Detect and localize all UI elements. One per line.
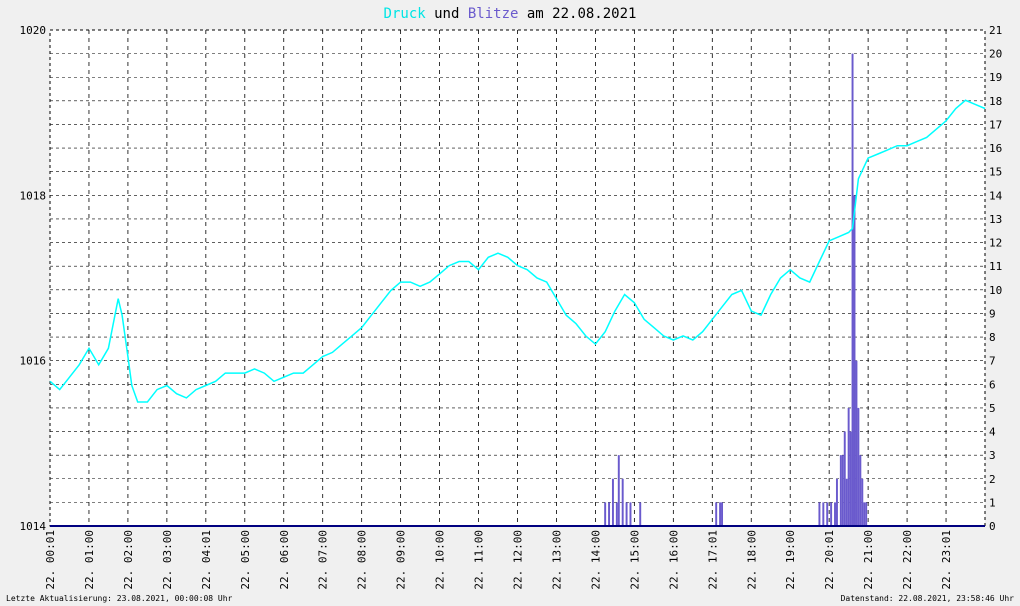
lightning-bar <box>719 502 722 526</box>
lightning-bar <box>826 502 829 526</box>
lightning-bar <box>851 53 854 526</box>
footer-last-update: Letzte Aktualisierung: 23.08.2021, 00:00… <box>6 594 233 603</box>
x-tick-label: 22. 16:00 <box>667 530 680 590</box>
x-tick-label: 22. 14:00 <box>589 530 602 590</box>
lightning-bar <box>608 502 611 526</box>
y-right-tick-label: 4 <box>989 426 996 439</box>
y-right-tick-label: 19 <box>989 71 1002 84</box>
footer-data-status: Datenstand: 22.08.2021, 23:58:46 Uhr <box>841 594 1015 603</box>
y-left-tick-label: 1016 <box>20 355 47 368</box>
x-tick-label: 22. 21:00 <box>862 530 875 590</box>
x-tick-label: 22. 05:00 <box>239 530 252 590</box>
series-line-druck <box>49 99 986 403</box>
x-tick-label: 22. 18:00 <box>745 530 758 590</box>
lightning-bar <box>715 502 718 526</box>
title-blitze: Blitze <box>468 6 519 22</box>
y-left-tick-label: 1018 <box>20 189 47 202</box>
lightning-bar <box>639 502 642 526</box>
lightning-bar <box>857 407 860 526</box>
y-right-tick-label: 7 <box>989 355 996 368</box>
y-right-tick-label: 6 <box>989 378 996 391</box>
lightning-bar <box>625 502 628 526</box>
x-tick-label: 22. 19:00 <box>784 530 797 590</box>
y-right-tick-label: 20 <box>989 48 1002 61</box>
y-right-tick-label: 18 <box>989 95 1002 108</box>
lightning-bar <box>621 478 624 526</box>
lightning-bar <box>865 502 868 526</box>
lightning-bar <box>835 478 838 526</box>
y-right-tick-label: 14 <box>989 189 1003 202</box>
lightning-bar <box>615 502 618 526</box>
x-tick-label: 22. 10:00 <box>434 530 447 590</box>
y-right-tick-label: 1 <box>989 496 996 509</box>
y-right-tick-label: 3 <box>989 449 996 462</box>
lightning-bar <box>843 431 846 526</box>
x-tick-label: 22. 22:00 <box>901 530 914 590</box>
x-tick-label: 22. 04:01 <box>200 530 213 590</box>
x-tick-label: 22. 03:00 <box>161 530 174 590</box>
y-left-tick-labels: 1014 1016 1018 1020 <box>20 24 47 533</box>
lightning-bar <box>855 360 858 526</box>
x-tick-label: 22. 00:01 <box>44 530 57 590</box>
title-und: und <box>426 6 468 22</box>
y-right-tick-label: 10 <box>989 284 1002 297</box>
grid <box>49 29 986 527</box>
y-right-tick-label: 11 <box>989 260 1002 273</box>
lightning-bar <box>830 502 833 526</box>
y-right-tick-label: 21 <box>989 24 1002 37</box>
lightning-bar <box>604 502 607 526</box>
lightning-bar <box>845 478 848 526</box>
lightning-bar <box>839 455 842 526</box>
lightning-bar <box>822 502 825 526</box>
y-right-tick-label: 2 <box>989 473 996 486</box>
lightning-bar <box>853 195 856 527</box>
lightning-bar <box>617 455 620 526</box>
y-left-tick-label: 1020 <box>20 24 47 37</box>
x-tick-label: 22. 07:00 <box>317 530 330 590</box>
title-druck: Druck <box>384 6 427 22</box>
y-right-tick-label: 16 <box>989 142 1002 155</box>
y-right-tick-label: 0 <box>989 520 996 533</box>
x-tick-label: 22. 08:00 <box>356 530 369 590</box>
x-tick-label: 22. 09:00 <box>395 530 408 590</box>
y-right-tick-label: 9 <box>989 307 996 320</box>
lightning-bars <box>604 53 868 527</box>
x-tick-label: 22. 11:00 <box>473 530 486 590</box>
lightning-bar <box>859 455 862 526</box>
x-tick-label: 22. 01:00 <box>83 530 96 590</box>
x-tick-label: 22. 15:00 <box>628 530 641 590</box>
x-tick-label: 22. 13:00 <box>550 530 563 590</box>
x-tick-label: 22. 12:00 <box>512 530 525 590</box>
lightning-bar <box>721 502 724 526</box>
y-right-tick-label: 17 <box>989 118 1002 131</box>
chart-title: Druck und Blitze am 22.08.2021 <box>384 6 637 22</box>
lightning-bar <box>629 502 632 526</box>
x-tick-label: 22. 02:00 <box>122 530 135 590</box>
lightning-bar <box>611 478 614 526</box>
x-tick-label: 22. 06:00 <box>278 530 291 590</box>
lightning-bar <box>834 502 836 526</box>
x-tick-label: 22. 23:01 <box>940 530 953 590</box>
x-tick-label: 22. 20:01 <box>823 530 836 590</box>
lightning-bar <box>849 431 852 526</box>
y-right-tick-label: 8 <box>989 331 996 344</box>
lightning-bar <box>847 407 850 526</box>
y-right-tick-label: 15 <box>989 166 1002 179</box>
lightning-bar <box>863 502 866 526</box>
y-right-tick-label: 13 <box>989 213 1002 226</box>
title-date: am 22.08.2021 <box>518 6 636 22</box>
y-right-tick-label: 12 <box>989 237 1002 250</box>
lightning-bar <box>861 478 864 526</box>
lightning-bar <box>818 502 821 526</box>
x-tick-label: 22. 17:01 <box>706 530 719 590</box>
y-right-tick-label: 5 <box>989 402 996 415</box>
y-left-tick-label: 1014 <box>20 520 47 533</box>
x-tick-labels: 22. 00:01 22. 01:00 22. 02:00 22. 03:00 22. … <box>44 530 953 590</box>
lightning-bar <box>841 455 844 526</box>
